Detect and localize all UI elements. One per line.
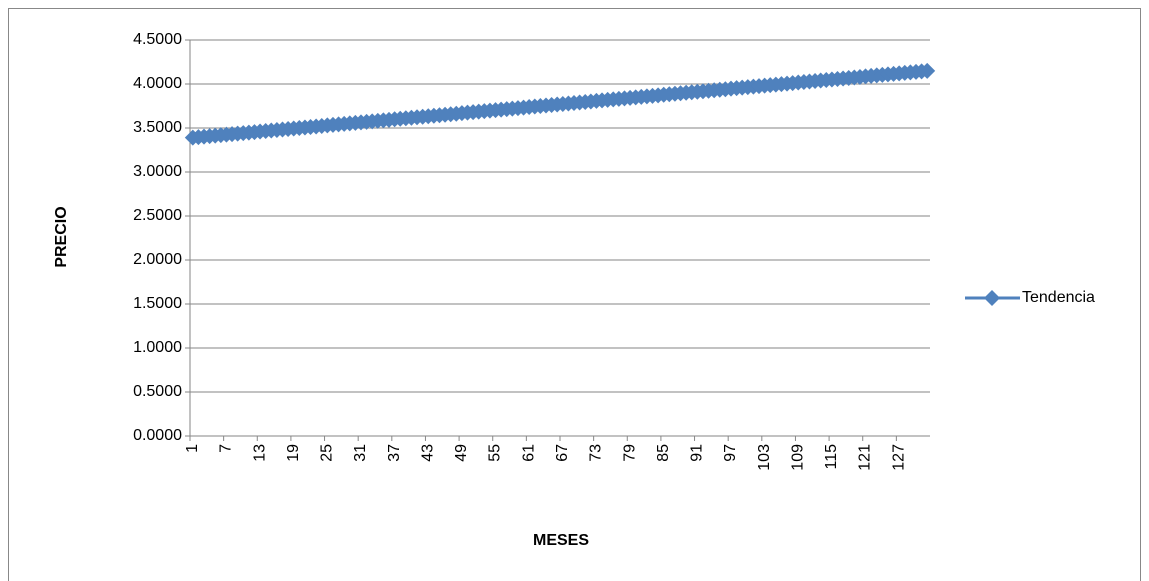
y-tick-label: 1.0000 [133, 339, 182, 356]
y-tick-label: 3.5000 [133, 119, 182, 136]
data-marker [919, 62, 936, 79]
x-tick-label: 91 [689, 444, 706, 462]
x-tick-label: 1 [184, 444, 201, 453]
legend-marker [984, 290, 1000, 306]
x-tick-label: 25 [319, 444, 336, 462]
x-tick-label: 55 [487, 444, 504, 462]
x-tick-label: 103 [756, 444, 773, 471]
x-tick-label: 7 [218, 444, 235, 453]
x-tick-label: 61 [520, 444, 537, 462]
y-tick-label: 3.0000 [133, 163, 182, 180]
x-tick-label: 97 [722, 444, 739, 462]
x-tick-label: 37 [386, 444, 403, 462]
y-tick-label: 0.5000 [133, 383, 182, 400]
x-tick-label: 43 [419, 444, 436, 462]
x-tick-label: 85 [655, 444, 672, 462]
x-tick-label: 127 [890, 444, 907, 471]
x-tick-label: 13 [251, 444, 268, 462]
legend-label: Tendencia [1022, 289, 1095, 306]
x-tick-label: 109 [789, 444, 806, 471]
y-tick-label: 4.0000 [133, 75, 182, 92]
y-tick-label: 1.5000 [133, 295, 182, 312]
y-axis-title: PRECIO [53, 206, 70, 267]
y-tick-label: 4.5000 [133, 31, 182, 48]
x-tick-label: 121 [857, 444, 874, 471]
x-tick-label: 67 [554, 444, 571, 462]
x-tick-label: 31 [352, 444, 369, 462]
x-tick-label: 49 [453, 444, 470, 462]
x-tick-label: 79 [621, 444, 638, 462]
y-tick-label: 2.5000 [133, 207, 182, 224]
x-tick-label: 19 [285, 444, 302, 462]
x-tick-label: 115 [823, 444, 840, 470]
x-tick-label: 73 [588, 444, 605, 462]
y-tick-label: 0.0000 [133, 427, 182, 444]
y-tick-label: 2.0000 [133, 251, 182, 268]
x-axis-title: MESES [533, 532, 589, 549]
